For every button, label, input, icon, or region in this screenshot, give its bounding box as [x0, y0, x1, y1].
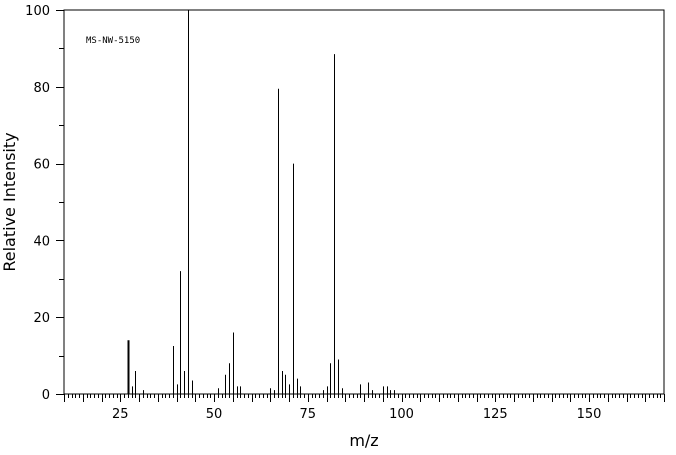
y-ticks — [56, 10, 64, 395]
x-tick-label: 125 — [483, 407, 508, 422]
x-tick-label: 75 — [299, 407, 316, 422]
spectrum-id-annotation: MS-NW-5150 — [86, 36, 140, 46]
y-tick-label: 20 — [33, 311, 50, 326]
y-axis-title: Relative Intensity — [0, 132, 19, 271]
x-tick-label: 50 — [206, 407, 223, 422]
x-axis-title: m/z — [349, 431, 378, 450]
y-tick-labels: 0 20 40 60 80 100 — [25, 4, 50, 403]
y-tick-label: 100 — [25, 4, 50, 19]
y-tick-label: 60 — [33, 158, 50, 173]
x-tick-label: 25 — [112, 407, 129, 422]
x-tick-labels: 25 50 75 100 125 150 — [112, 407, 601, 422]
spectrum-peaks — [127, 10, 395, 394]
y-tick-label: 40 — [33, 234, 50, 249]
x-tick-label: 150 — [577, 407, 602, 422]
plot-frame — [63, 9, 665, 395]
y-tick-label: 80 — [33, 81, 50, 96]
y-tick-label: 0 — [42, 388, 50, 403]
x-major-ticks — [64, 394, 665, 402]
x-tick-label: 100 — [389, 407, 414, 422]
